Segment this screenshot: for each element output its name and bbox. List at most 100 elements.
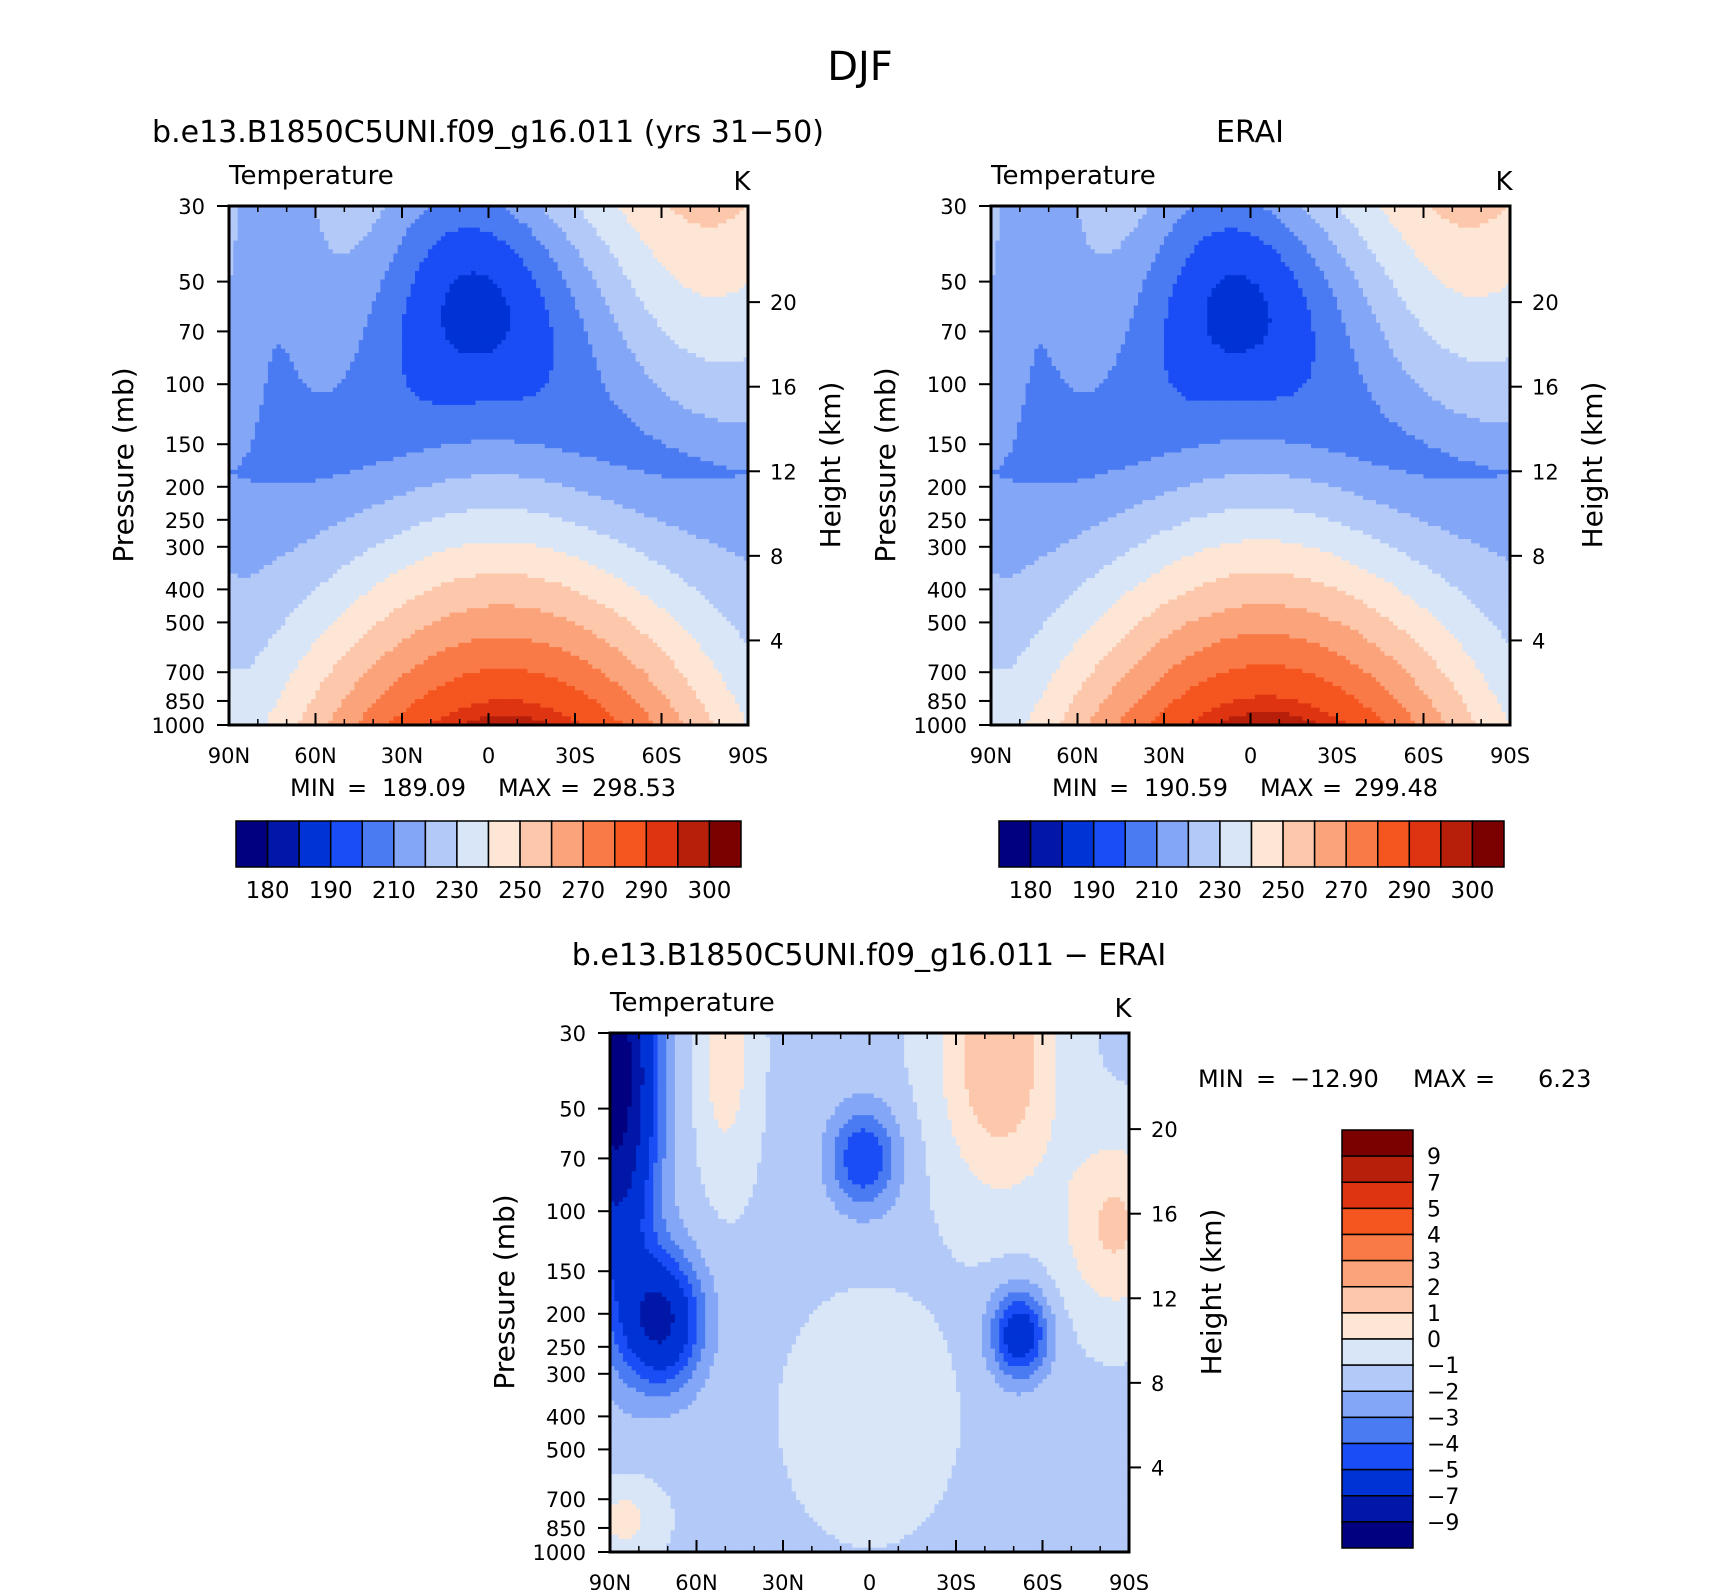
field-cell — [319, 301, 325, 307]
field-cell — [661, 348, 667, 354]
field-cell — [527, 379, 533, 384]
field-cell — [562, 379, 567, 384]
field-cell — [575, 210, 580, 216]
field-cell — [389, 244, 394, 250]
field-cell — [341, 379, 347, 384]
field-cell — [471, 279, 477, 285]
field-cell — [306, 344, 312, 350]
field-cell — [432, 383, 438, 389]
field-cell — [475, 305, 481, 311]
field-cell — [462, 327, 468, 333]
field-cell — [652, 357, 658, 363]
field-cell — [436, 370, 442, 376]
field-cell — [674, 353, 680, 358]
field-cell — [276, 366, 282, 371]
field-cell — [332, 214, 338, 220]
field-cell — [449, 270, 455, 276]
field-cell — [523, 257, 529, 263]
field-cell — [575, 279, 580, 285]
field-cell — [440, 357, 446, 363]
field-cell — [341, 348, 347, 354]
field-cell — [436, 266, 442, 272]
field-cell — [652, 361, 658, 367]
field-cell — [345, 340, 351, 345]
field-cell — [618, 227, 624, 233]
field-cell — [514, 305, 520, 311]
field-cell — [298, 231, 304, 237]
field-cell — [354, 322, 360, 328]
field-cell — [354, 283, 360, 289]
field-cell — [276, 244, 282, 250]
field-cell — [466, 305, 472, 311]
field-cell — [622, 262, 628, 268]
field-cell — [536, 374, 541, 380]
field-cell — [449, 366, 455, 371]
field-cell — [484, 301, 490, 307]
field-cell — [410, 357, 416, 363]
field-cell — [626, 374, 632, 380]
field-cell — [267, 318, 273, 324]
field-cell — [492, 357, 498, 363]
field-cell — [298, 244, 304, 250]
field-cell — [384, 283, 390, 289]
field-cell — [713, 257, 719, 263]
field-cell — [319, 283, 325, 289]
field-cell — [657, 227, 663, 233]
field-cell — [367, 236, 373, 242]
field-cell — [432, 379, 438, 384]
field-cell — [250, 340, 256, 345]
field-cell — [475, 231, 481, 237]
field-cell — [259, 262, 265, 268]
field-cell — [626, 227, 632, 233]
field-cell — [713, 309, 719, 315]
field-cell — [722, 275, 727, 281]
field-cell — [376, 214, 381, 220]
field-cell — [505, 366, 511, 371]
field-cell — [306, 210, 312, 216]
field-cell — [536, 357, 541, 363]
field-cell — [306, 353, 312, 358]
field-cell — [233, 214, 239, 220]
field-cell — [579, 253, 585, 259]
field-cell — [531, 266, 537, 272]
field-cell — [613, 335, 619, 341]
field-cell — [540, 249, 546, 255]
field-cell — [233, 344, 239, 350]
field-cell — [735, 374, 740, 380]
field-cell — [600, 257, 606, 263]
field-cell — [371, 236, 377, 242]
field-cell — [319, 353, 325, 358]
field-cell — [700, 236, 706, 242]
field-cell — [263, 309, 269, 315]
field-cell — [687, 301, 693, 307]
field-cell — [306, 244, 312, 250]
field-cell — [549, 335, 554, 341]
field-cell — [280, 314, 286, 320]
field-cell — [267, 275, 273, 281]
field-cell — [665, 266, 671, 272]
field-cell — [285, 240, 291, 246]
field-cell — [717, 353, 723, 358]
field-cell — [436, 288, 442, 294]
field-cell — [337, 314, 343, 320]
field-cell — [674, 283, 680, 289]
field-cell — [605, 361, 611, 367]
field-cell — [367, 331, 373, 337]
field-cell — [285, 231, 291, 237]
field-cell — [579, 288, 585, 294]
field-cell — [497, 366, 503, 371]
field-cell — [427, 379, 433, 384]
field-cell — [427, 374, 433, 380]
field-cell — [241, 335, 247, 341]
field-cell — [709, 210, 714, 216]
field-cell — [678, 227, 684, 233]
field-cell — [557, 322, 563, 328]
panel-model: b.e13.B1850C5UNI.f09_g16.011 (yrs 31−50)… — [107, 115, 847, 904]
field-cell — [241, 218, 247, 224]
field-cell — [479, 288, 485, 294]
field-cell — [475, 331, 481, 337]
field-cell — [311, 366, 317, 371]
field-cell — [324, 249, 330, 255]
field-cell — [592, 244, 598, 250]
field-cell — [739, 357, 745, 363]
